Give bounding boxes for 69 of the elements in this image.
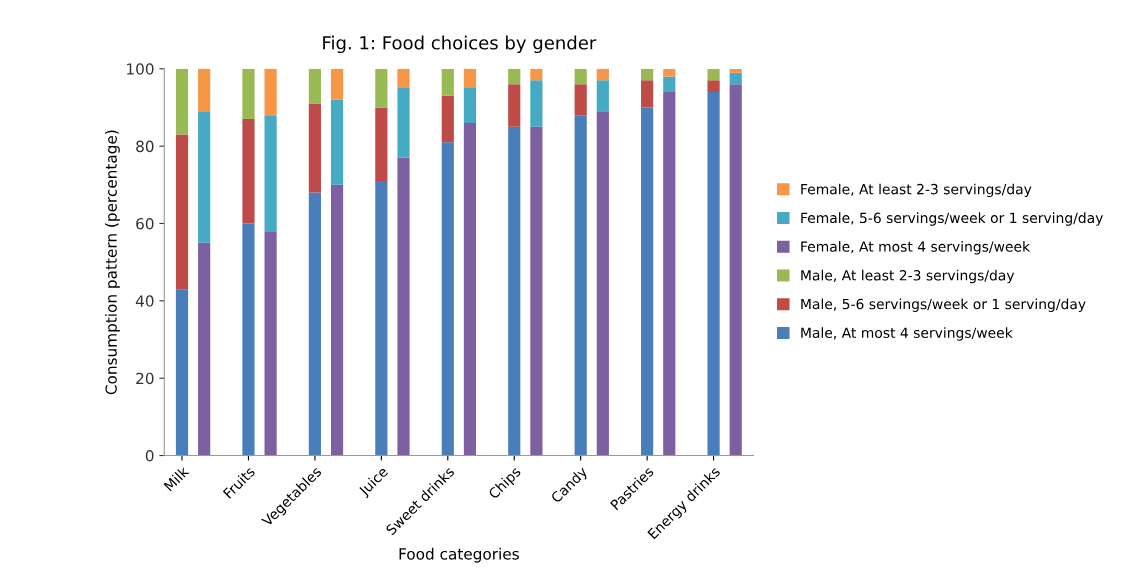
bar [508, 84, 521, 127]
bar [375, 68, 388, 108]
bar [463, 68, 477, 89]
bar [330, 68, 344, 100]
bar [530, 126, 543, 456]
bar [175, 134, 189, 290]
bar [508, 126, 521, 456]
bar [530, 80, 543, 127]
bar [242, 119, 255, 224]
bar [397, 68, 410, 89]
bar [729, 72, 742, 85]
bar [463, 88, 477, 123]
bar [508, 68, 521, 85]
legend-label: Male, At least 2-3 servings/day [801, 269, 1015, 284]
bar [707, 68, 720, 81]
bar [707, 80, 720, 92]
bar [198, 242, 211, 456]
bar [574, 68, 587, 85]
y-tick-label: 40 [135, 295, 154, 307]
bar [397, 88, 410, 158]
bar [729, 68, 742, 73]
bar [198, 68, 211, 112]
bar [330, 99, 344, 185]
bar [308, 103, 321, 193]
chart-title: Fig. 1: Food choices by gender [323, 35, 597, 54]
bar [707, 91, 720, 456]
bar [175, 289, 189, 456]
bar [441, 68, 454, 96]
bar [596, 111, 609, 456]
y-tick-label: 100 [127, 63, 154, 75]
bar [242, 68, 255, 120]
bar [441, 142, 454, 456]
y-tick-label: 80 [136, 140, 154, 153]
bar [330, 184, 344, 456]
bar [463, 122, 477, 456]
bar [175, 68, 189, 135]
bar [375, 107, 388, 181]
y-tick-label: 0 [145, 450, 154, 462]
bar [242, 223, 255, 456]
legend-label: Female, At most 4 servings/week [801, 241, 1031, 255]
bar [308, 192, 321, 456]
bar [596, 68, 609, 81]
legend-label: Male, At most 4 servings/week [801, 327, 1013, 341]
bar [264, 231, 277, 456]
y-tick-label: 60 [136, 217, 154, 230]
bar [663, 76, 676, 92]
y-axis-title: Consumption pattern (percentage) [105, 130, 120, 395]
bar [441, 95, 454, 143]
bar [596, 80, 609, 112]
bar [530, 68, 543, 81]
bar [574, 84, 587, 116]
bar [397, 157, 410, 456]
bar [198, 111, 211, 243]
bar [264, 68, 277, 116]
legend-label: Female, 5-6 servings/week or 1 serving/day [801, 212, 1103, 226]
y-tick-label: 20 [136, 372, 154, 385]
bar [663, 91, 676, 456]
bar [641, 107, 654, 456]
bar [641, 80, 654, 108]
bar [641, 68, 654, 81]
x-axis-title: Food categories [399, 547, 519, 563]
bar [574, 115, 587, 456]
bar [264, 115, 277, 232]
x-tick-label: Milk [163, 465, 190, 492]
bar [308, 68, 321, 104]
legend-label: Female, At least 2-3 servings/day [801, 183, 1032, 198]
bar [729, 84, 742, 456]
bar [375, 180, 388, 456]
legend-label: Male, 5-6 servings/week or 1 serving/day [801, 298, 1086, 312]
